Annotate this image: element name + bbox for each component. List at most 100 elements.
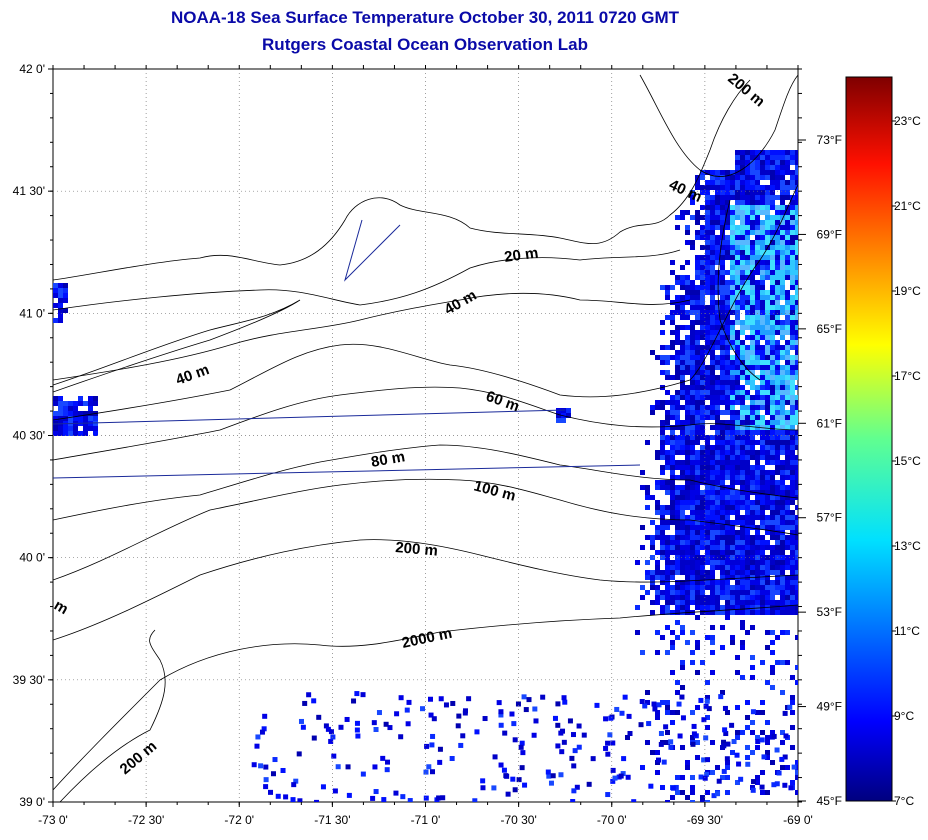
sst-pixel — [680, 610, 685, 615]
sst-pixel — [730, 225, 735, 230]
sst-pixel — [665, 610, 670, 615]
sst-pixel — [760, 520, 765, 525]
sst-pixel — [730, 415, 735, 420]
sst-pixel — [750, 230, 755, 235]
sst-pixel — [690, 395, 695, 400]
sst-pixel — [88, 396, 93, 401]
sst-pixel — [770, 470, 775, 475]
sst-pixel — [665, 560, 670, 565]
sst-pixel — [745, 745, 750, 750]
sst-pixel — [715, 215, 720, 220]
sst-pixel — [785, 560, 790, 565]
sst-pixel — [685, 210, 690, 215]
sst-pixel — [760, 445, 765, 450]
sst-pixel — [776, 770, 782, 776]
sst-pixel — [690, 475, 695, 480]
sst-pixel — [555, 701, 561, 707]
sst-pixel — [740, 560, 745, 565]
sst-pixel — [740, 480, 745, 485]
sst-pixel — [545, 769, 551, 775]
sst-pixel — [780, 190, 785, 195]
sst-pixel — [760, 335, 765, 340]
sst-pixel — [775, 320, 780, 325]
sst-pixel — [675, 330, 680, 335]
sst-pixel — [665, 575, 670, 580]
sst-pixel — [735, 315, 740, 320]
sst-pixel — [730, 600, 735, 605]
sst-pixel — [685, 355, 690, 360]
sst-pixel — [755, 775, 760, 780]
sst-pixel — [675, 635, 680, 640]
sst-pixel — [730, 460, 735, 465]
sst-pixel — [780, 305, 785, 310]
sst-pixel — [740, 200, 745, 205]
sst-pixel — [675, 375, 680, 380]
track-line-c — [343, 219, 401, 282]
sst-pixel — [715, 535, 720, 540]
sst-pixel — [755, 315, 760, 320]
sst-pixel — [670, 490, 675, 495]
sst-pixel — [755, 710, 760, 715]
sst-pixel — [680, 510, 685, 515]
sst-pixel — [760, 555, 765, 560]
sst-pixel — [665, 460, 670, 465]
sst-pixel — [675, 395, 680, 400]
sst-pixel — [740, 225, 745, 230]
sst-pixel — [670, 565, 675, 570]
sst-pixel — [720, 440, 725, 445]
sst-pixel — [660, 550, 665, 555]
sst-pixel — [785, 310, 790, 315]
sst-pixel — [785, 660, 790, 665]
sst-pixel — [760, 385, 765, 390]
sst-pixel — [660, 330, 665, 335]
sst-pixel — [715, 260, 720, 265]
sst-pixel — [770, 570, 775, 575]
sst-pixel — [765, 470, 770, 475]
sst-pixel — [755, 605, 760, 610]
sst-pixel — [780, 395, 785, 400]
sst-pixel — [63, 426, 68, 431]
sst-pixel — [795, 320, 798, 325]
sst-pixel — [700, 580, 705, 585]
sst-pixel — [790, 385, 795, 390]
sst-pixel — [730, 450, 735, 455]
sst-pixel — [770, 250, 775, 255]
sst-pixel — [760, 270, 765, 275]
sst-pixel — [700, 205, 705, 210]
sst-pixel — [558, 772, 564, 778]
sst-pixel — [680, 305, 685, 310]
sst-pixel — [700, 185, 705, 190]
sst-pixel — [760, 710, 765, 715]
sst-pixel — [750, 410, 755, 415]
sst-pixel — [750, 350, 755, 355]
sst-pixel — [780, 590, 785, 595]
sst-pixel — [755, 265, 760, 270]
sst-pixel — [725, 175, 730, 180]
sst-pixel — [775, 355, 780, 360]
sst-pixel — [700, 335, 705, 340]
sst-pixel — [735, 400, 740, 405]
sst-pixel — [755, 195, 760, 200]
axis-ticks — [48, 65, 802, 807]
sst-pixel — [775, 240, 780, 245]
sst-pixel — [670, 785, 676, 791]
sst-pixel — [88, 411, 93, 416]
sst-pixel — [685, 555, 690, 560]
sst-pixel — [53, 411, 58, 416]
sst-pixel — [690, 310, 695, 315]
sst-pixel — [715, 455, 720, 460]
sst-pixel — [725, 330, 730, 335]
sst-pixel — [740, 375, 745, 380]
sst-pixel — [765, 440, 770, 445]
sst-pixel — [655, 510, 660, 515]
sst-pixel — [700, 505, 705, 510]
sst-pixel — [695, 490, 700, 495]
sst-pixel — [695, 255, 700, 260]
isobath-40m-b — [53, 184, 798, 421]
sst-pixel — [710, 350, 715, 355]
sst-pixel — [320, 784, 326, 790]
sst-pixel — [323, 723, 329, 729]
sst-pixel — [710, 170, 715, 175]
sst-pixel — [710, 280, 715, 285]
coastline — [53, 79, 751, 281]
